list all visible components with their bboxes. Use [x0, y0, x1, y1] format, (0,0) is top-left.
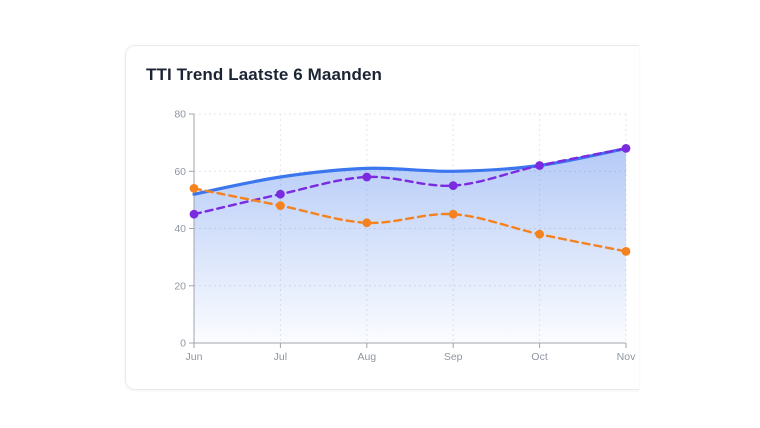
purple-dashed-line-point: [189, 209, 199, 219]
x-tick-label: Jul: [274, 351, 287, 363]
x-tick-label: Jun: [186, 351, 203, 363]
chart-title: TTI Trend Laatste 6 Maanden: [146, 65, 383, 84]
orange-dashed-line-point: [535, 229, 544, 239]
x-tick-label: Oct: [531, 351, 547, 363]
purple-dashed-line-point: [362, 172, 372, 182]
axes: 0 20 40 60 80 Jun Jul Aug Sep Oct Nov: [174, 109, 636, 364]
y-tick-label: 40: [174, 223, 186, 235]
orange-dashed-line-point: [621, 247, 631, 256]
y-tick-label: 20: [174, 280, 186, 292]
y-tick-label: 60: [174, 166, 186, 178]
orange-dashed-line-point: [189, 184, 199, 193]
orange-dashed-line-point: [448, 209, 458, 219]
y-tick-label: 0: [180, 338, 186, 350]
blue-area-line-area-fill: [194, 148, 626, 343]
purple-dashed-line-point: [448, 181, 458, 191]
purple-dashed-line-point: [276, 189, 285, 199]
purple-dashed-line: [192, 147, 628, 216]
purple-dashed-line-point: [621, 144, 631, 153]
tti-trend-line-chart: 0 20 40 60 80 Jun Jul Aug Sep Oct Nov: [174, 109, 636, 364]
orange-dashed-line-point: [276, 201, 285, 211]
y-tick-label: 80: [174, 109, 186, 121]
x-tick-label: Aug: [357, 351, 376, 363]
x-tick-label: Nov: [617, 351, 636, 363]
x-tick-label: Sep: [444, 351, 463, 363]
orange-dashed-line: [192, 187, 628, 253]
orange-dashed-line-point: [362, 218, 372, 228]
tti-trend-card: TTI Trend Laatste 6 Maanden 0 20 40 60 80 Jun…: [125, 45, 639, 390]
purple-dashed-line-point: [535, 161, 544, 170]
